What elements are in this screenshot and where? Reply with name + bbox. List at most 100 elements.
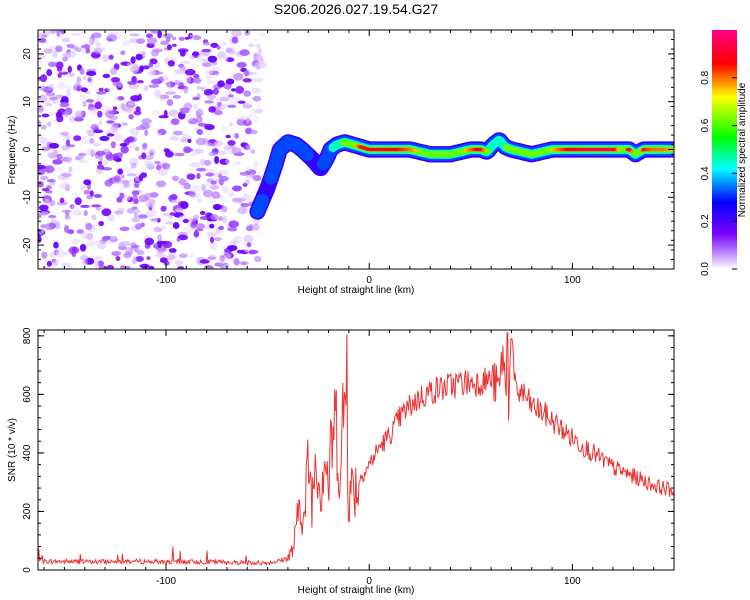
noise-speckle [244,101,253,106]
noise-speckle [67,51,77,58]
snr-axes: -100 0 100 0 200 400 600 800 [22,327,675,587]
noise-speckle [203,159,212,166]
noise-speckle [82,100,87,107]
spectrogram-ytick-label: 10 [22,96,33,108]
noise-speckle [40,175,49,181]
noise-speckle [131,244,140,249]
noise-speckle [110,141,116,149]
noise-speckle [150,218,160,222]
noise-speckle [117,168,124,175]
noise-speckle [233,73,244,81]
noise-speckle [123,180,131,189]
noise-speckle [91,204,102,208]
noise-speckle [223,144,231,151]
spectrogram-ytick-label: 0 [22,146,33,152]
noise-speckle [171,175,180,182]
noise-speckle [245,117,251,123]
noise-speckle [188,190,196,198]
noise-speckle [45,103,53,107]
noise-speckle [125,247,133,253]
noise-speckle [207,55,218,63]
noise-speckle [160,40,169,46]
noise-speckle [69,116,76,123]
noise-speckle [85,148,95,156]
noise-speckle [202,62,212,68]
noise-speckle [220,125,228,133]
noise-speckle [38,32,44,38]
noise-speckle [95,168,103,174]
noise-speckle [73,135,82,142]
noise-speckle [66,44,75,49]
noise-speckle [164,150,174,158]
noise-speckle [48,61,57,67]
noise-speckle [106,34,118,42]
noise-speckle [97,161,103,165]
noise-speckle [82,259,88,266]
noise-speckle [144,160,154,168]
noise-speckle [254,115,259,123]
noise-speckle [154,160,161,165]
noise-speckle [256,54,264,62]
noise-speckle [139,263,150,269]
noise-speckle [116,152,124,159]
noise-speckle [159,257,168,264]
noise-speckle [157,30,163,39]
noise-speckle [196,173,201,180]
noise-speckle [174,260,184,266]
noise-speckle [212,203,222,211]
noise-speckle [258,62,267,69]
snr-ylabel: SNR (10 * v/v) [7,418,18,482]
noise-speckle [220,103,228,108]
ridge-point [414,149,418,153]
noise-speckle [251,223,260,231]
colorbar-tick-label: 0.8 [700,70,711,84]
noise-speckle [80,204,90,208]
noise-speckle [76,229,84,234]
noise-speckle [252,78,264,82]
noise-speckle [136,38,146,44]
noise-speckle [138,194,148,203]
snr-ytick-label: 600 [22,386,33,403]
noise-speckle [228,220,239,228]
noise-speckle [168,215,173,219]
noise-speckle [134,146,140,152]
noise-speckle [99,135,110,142]
noise-speckle [52,159,63,165]
noise-speckle [228,122,233,127]
noise-speckle [211,191,221,199]
noise-speckle [161,212,172,216]
noise-speckle [150,49,160,57]
snr-xtick-label: 100 [564,576,581,587]
noise-speckle [94,101,103,110]
noise-speckle [231,30,236,36]
noise-speckle [104,179,113,187]
noise-speckle [45,92,56,97]
noise-speckle [151,66,157,73]
noise-speckle [192,96,200,101]
noise-speckle [203,88,214,96]
noise-speckle [217,150,228,156]
noise-speckle [253,175,262,182]
noise-speckle [98,120,103,126]
noise-speckle [183,226,195,233]
noise-speckle [159,95,165,102]
noise-speckle [157,168,169,176]
noise-speckle [232,240,238,246]
noise-speckle [83,210,88,217]
noise-speckle [236,62,247,68]
noise-speckle [120,145,129,154]
noise-speckle [202,41,211,46]
noise-speckle [201,183,206,192]
noise-speckle [89,38,95,45]
noise-speckle [235,198,247,202]
noise-speckle [53,241,59,249]
noise-speckle [154,253,166,257]
ridge-point [484,147,491,154]
noise-speckle [236,249,243,254]
noise-speckle [192,77,202,84]
noise-speckle [128,179,134,184]
noise-speckle [113,134,125,142]
noise-speckle [179,107,190,115]
noise-speckle [253,164,259,170]
noise-speckle [245,164,252,172]
